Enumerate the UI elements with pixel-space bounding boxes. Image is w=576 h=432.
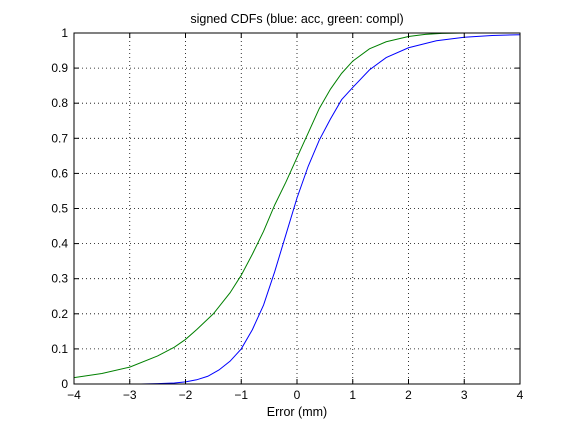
y-tick-label: 0.2 xyxy=(51,307,68,321)
y-tick-label: 0.3 xyxy=(51,272,68,286)
grid-lines xyxy=(74,33,520,384)
y-tick-label: 1 xyxy=(61,26,68,40)
x-tick-labels: −4 −3 −2 −1 0 1 2 3 4 xyxy=(67,388,524,402)
x-tick-label: −4 xyxy=(67,388,81,402)
series-group xyxy=(74,33,520,384)
x-tick-label: −1 xyxy=(234,388,248,402)
x-tick-label: −3 xyxy=(123,388,137,402)
axis-ticks xyxy=(73,32,521,385)
chart-title: signed CDFs (blue: acc, green: compl) xyxy=(190,12,403,26)
x-tick-label: −2 xyxy=(179,388,193,402)
y-tick-label: 0.6 xyxy=(51,166,68,180)
y-tick-label: 0.5 xyxy=(51,202,68,216)
y-tick-label: 0.7 xyxy=(51,131,68,145)
x-tick-label: 1 xyxy=(349,388,356,402)
y-tick-labels: 0 0.1 0.2 0.3 0.4 0.5 0.6 0.7 0.8 0.9 1 xyxy=(51,26,68,391)
y-tick-label: 0.4 xyxy=(51,237,68,251)
y-tick-label: 0.1 xyxy=(51,342,68,356)
x-tick-label: 4 xyxy=(517,388,524,402)
y-tick-label: 0 xyxy=(61,377,68,391)
x-tick-label: 0 xyxy=(294,388,301,402)
series-line-blue xyxy=(140,34,520,384)
y-tick-label: 0.9 xyxy=(51,61,68,75)
x-tick-label: 3 xyxy=(461,388,468,402)
series-line-green xyxy=(74,33,520,379)
x-axis-label: Error (mm) xyxy=(267,405,327,419)
y-tick-label: 0.8 xyxy=(51,96,68,110)
x-tick-label: 2 xyxy=(405,388,412,402)
